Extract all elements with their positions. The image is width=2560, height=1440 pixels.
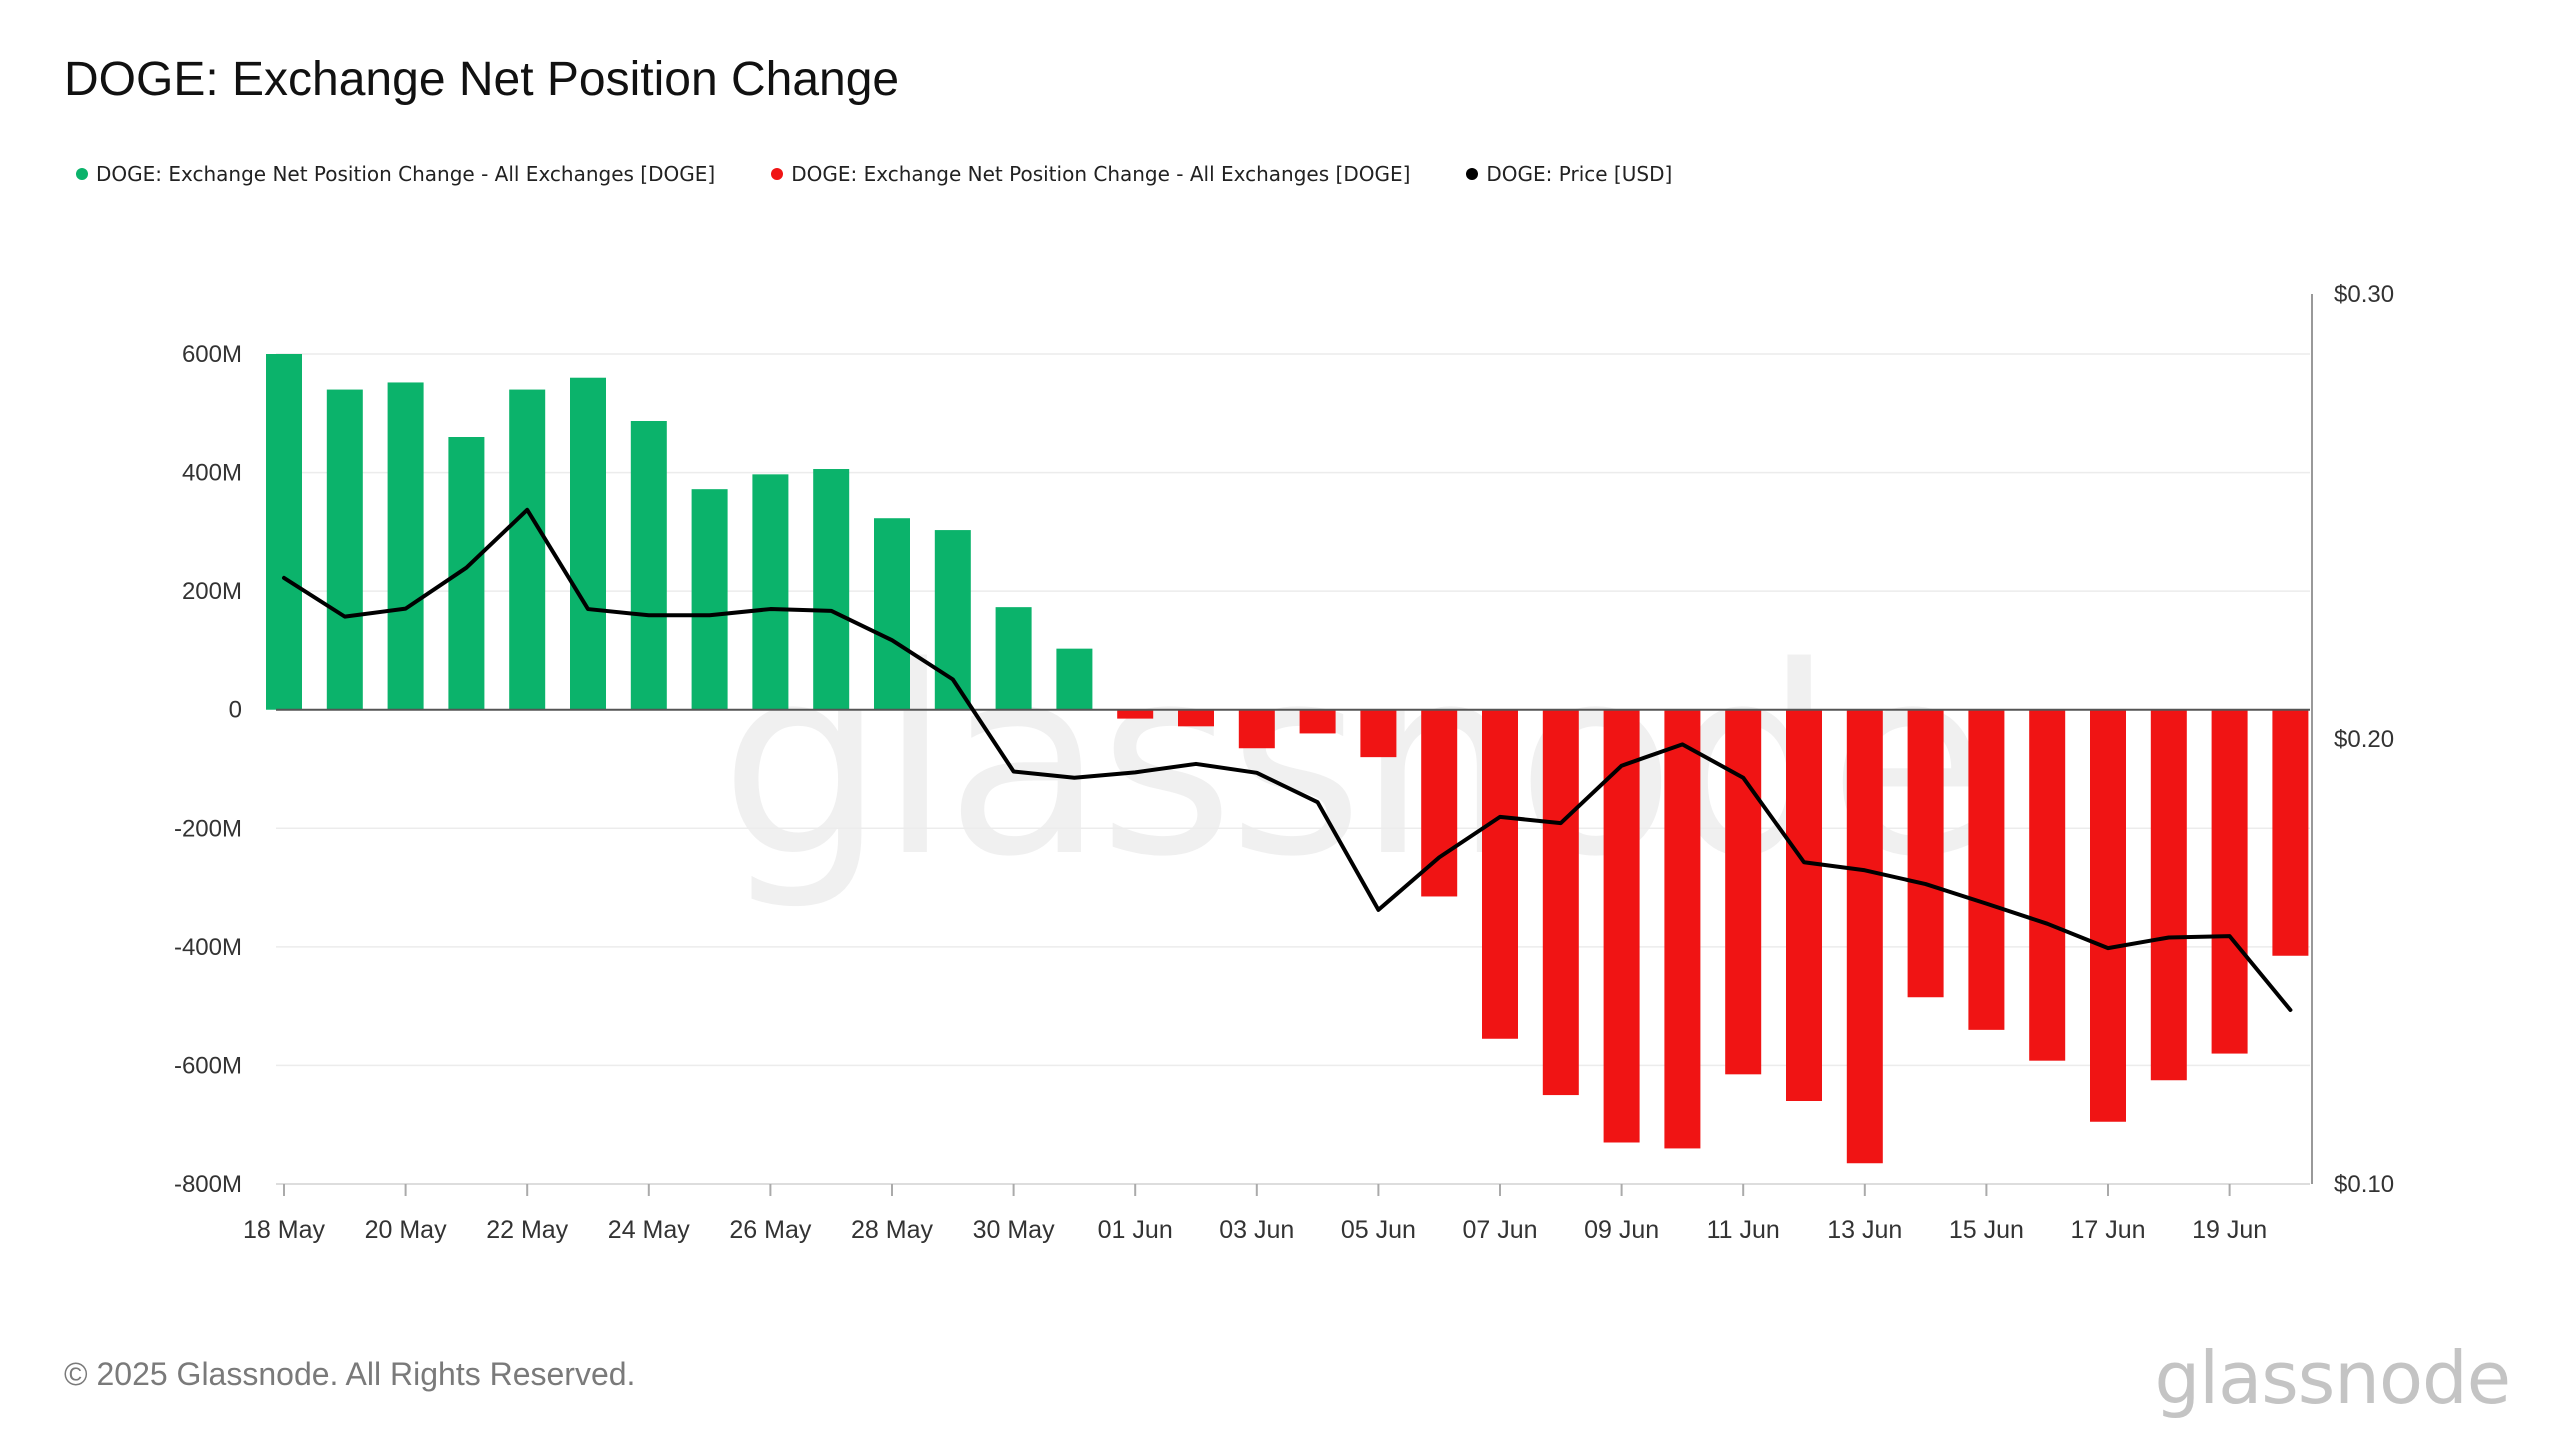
bar[interactable] <box>2090 709 2126 1122</box>
y-left-tick-label: 0 <box>229 697 242 724</box>
y-right-tick-label: $0.10 <box>2334 1171 2394 1198</box>
bar[interactable] <box>266 354 302 710</box>
y-left-tick-label: -800M <box>174 1171 242 1198</box>
bar[interactable] <box>1056 648 1093 710</box>
bar[interactable] <box>995 607 1032 710</box>
bar[interactable] <box>1846 709 1883 1164</box>
bar[interactable] <box>2211 709 2248 1054</box>
x-tick-label: 01 Jun <box>1098 1216 1173 1244</box>
bar[interactable] <box>1117 709 1154 719</box>
x-tick-label: 26 May <box>729 1216 811 1244</box>
x-tick-label: 22 May <box>486 1216 568 1244</box>
bar[interactable] <box>509 389 546 710</box>
legend-label-price: DOGE: Price [USD] <box>1486 162 1673 186</box>
y-left-tick-label: -200M <box>174 815 242 842</box>
x-tick-label: 07 Jun <box>1462 1216 1537 1244</box>
bar[interactable] <box>1542 709 1579 1096</box>
bar[interactable] <box>1178 709 1214 727</box>
bar[interactable] <box>1786 709 1822 1101</box>
x-tick-label: 05 Jun <box>1341 1216 1416 1244</box>
x-tick-label: 13 Jun <box>1827 1216 1902 1244</box>
chart-legend: DOGE: Exchange Net Position Change - All… <box>76 162 1728 186</box>
bar[interactable] <box>874 518 910 710</box>
legend-item-price[interactable]: DOGE: Price [USD] <box>1466 162 1672 186</box>
x-tick-label: 11 Jun <box>1707 1216 1780 1244</box>
x-tick-label: 15 Jun <box>1949 1216 2024 1244</box>
bar[interactable] <box>1482 709 1518 1039</box>
price-line-group <box>282 507 2293 1013</box>
x-tick-label: 03 Jun <box>1219 1216 1294 1244</box>
price-line <box>282 507 2293 1013</box>
bar[interactable] <box>691 489 728 710</box>
bar[interactable] <box>1664 709 1701 1149</box>
x-tick-label: 30 May <box>973 1216 1055 1244</box>
bar[interactable] <box>1907 709 1944 998</box>
x-tick-label: 20 May <box>365 1216 447 1244</box>
y-right-tick-label: $0.20 <box>2334 726 2394 753</box>
legend-item-positive[interactable]: DOGE: Exchange Net Position Change - All… <box>76 162 715 186</box>
bar[interactable] <box>387 382 424 710</box>
x-tick-label: 24 May <box>608 1216 690 1244</box>
x-tick-label: 19 Jun <box>2192 1216 2267 1244</box>
bar[interactable] <box>2150 709 2187 1081</box>
x-tick-label: 28 May <box>851 1216 933 1244</box>
bar[interactable] <box>2029 709 2066 1061</box>
y-left-tick-label: -600M <box>174 1052 242 1079</box>
bar[interactable] <box>448 437 485 710</box>
x-tick-label: 18 May <box>243 1216 325 1244</box>
tick-labels-group: 600M 400M 200M 0 -200M -400M -600M -800M $0.30 $0… <box>174 281 2394 1244</box>
bar[interactable] <box>2272 709 2309 956</box>
bars-group <box>266 354 2309 1164</box>
glassnode-logo: glassnode <box>2154 1336 2511 1420</box>
bar[interactable] <box>1968 709 2005 1030</box>
axes-group <box>276 294 2313 1196</box>
y-left-tick-label: 200M <box>182 578 242 605</box>
y-left-tick-label: 400M <box>182 460 242 487</box>
bar[interactable] <box>630 420 667 710</box>
chart-title: DOGE: Exchange Net Position Change <box>64 53 900 106</box>
x-tick-label: 09 Jun <box>1584 1216 1659 1244</box>
bar[interactable] <box>1725 709 1762 1075</box>
y-left-tick-label: 600M <box>182 341 242 368</box>
copyright-footer: © 2025 Glassnode. All Rights Reserved. <box>64 1356 636 1392</box>
bar[interactable] <box>570 377 606 710</box>
bar[interactable] <box>1238 709 1275 749</box>
x-tick-label: 17 Jun <box>2070 1216 2145 1244</box>
y-left-tick-label: -400M <box>174 934 242 961</box>
bar[interactable] <box>752 474 789 710</box>
bar[interactable] <box>1360 709 1397 758</box>
bar[interactable] <box>813 469 850 710</box>
legend-dot-red <box>771 168 784 180</box>
legend-dot-green <box>76 168 88 180</box>
legend-label-positive: DOGE: Exchange Net Position Change - All… <box>96 162 716 186</box>
legend-label-negative: DOGE: Exchange Net Position Change - All… <box>791 162 1411 186</box>
legend-item-negative[interactable]: DOGE: Exchange Net Position Change - All… <box>771 162 1410 186</box>
bar[interactable] <box>326 389 363 710</box>
bar[interactable] <box>1299 709 1336 734</box>
y-right-tick-label: $0.30 <box>2334 281 2394 308</box>
legend-dot-black <box>1466 168 1479 180</box>
bar[interactable] <box>1603 709 1640 1143</box>
